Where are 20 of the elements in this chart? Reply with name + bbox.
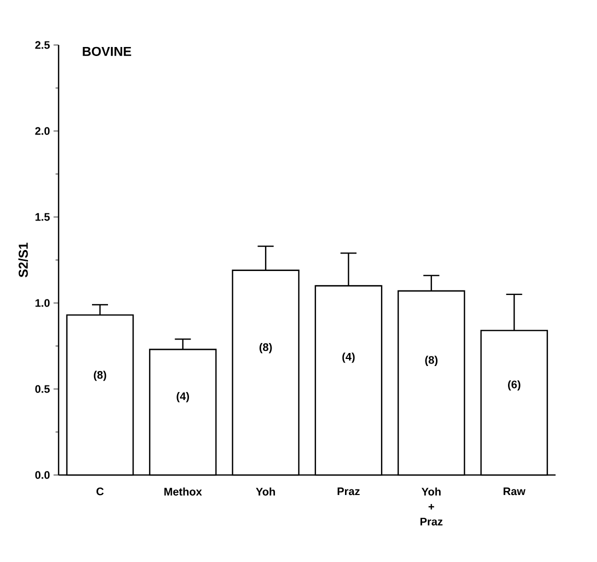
x-tick-label: C — [96, 488, 104, 496]
annotation: (4) — [176, 392, 189, 402]
x-tick-label: Praz — [338, 488, 360, 496]
annotation: (8) — [425, 356, 438, 366]
y-tick-label: 2.5 — [35, 41, 50, 49]
annotation: (8) — [94, 370, 106, 381]
y-tick-label: 0.5 — [35, 385, 50, 393]
x-tick-label: Raw — [504, 488, 526, 496]
annotation: (6) — [508, 380, 520, 391]
y-tick-label: 1.0 — [36, 299, 50, 307]
y-tick-label: 1.5 — [36, 213, 50, 221]
x-tick-label: Yoh — [256, 488, 275, 496]
x-tick-label: Methox — [164, 488, 202, 496]
y-axis-title: S2/S1 — [18, 242, 28, 278]
chart-title: BOVINE — [82, 46, 132, 56]
x-tick-label: Yoh + Praz — [420, 488, 443, 526]
annotation: (4) — [342, 352, 355, 363]
y-tick-label: 2.0 — [35, 127, 50, 135]
annotation: (8) — [260, 342, 272, 354]
y-tick-label: 0.0 — [35, 471, 50, 479]
